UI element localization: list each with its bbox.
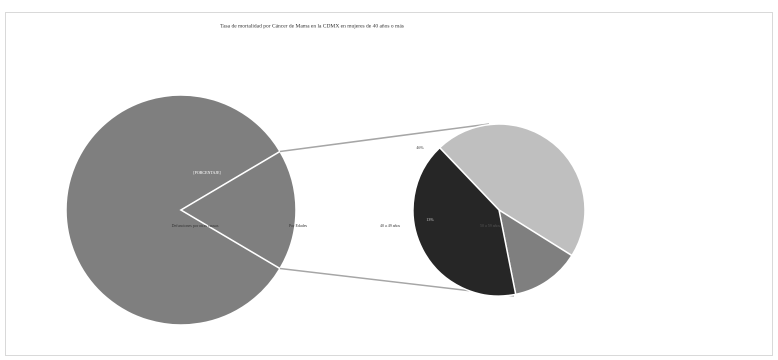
data-label: [PORCENTAJE] (193, 170, 221, 175)
category-label: 40 a 49 años (380, 223, 401, 228)
category-label: Por Edades (289, 223, 308, 228)
connector-line (279, 123, 490, 153)
pie-slice (179, 150, 297, 270)
pie-slice (497, 208, 573, 296)
category-label: Defunciones por otras causas (172, 223, 219, 228)
pie-slice (438, 123, 586, 257)
chart-title: Tasa de mortalidad por Cáncer de Mama en… (220, 23, 404, 29)
category-label: 50 a 59 años (480, 223, 501, 228)
pie-slice (65, 94, 282, 326)
pie-slice (412, 146, 517, 297)
data-label: 13% (426, 217, 434, 222)
data-label: 46% (416, 145, 424, 150)
